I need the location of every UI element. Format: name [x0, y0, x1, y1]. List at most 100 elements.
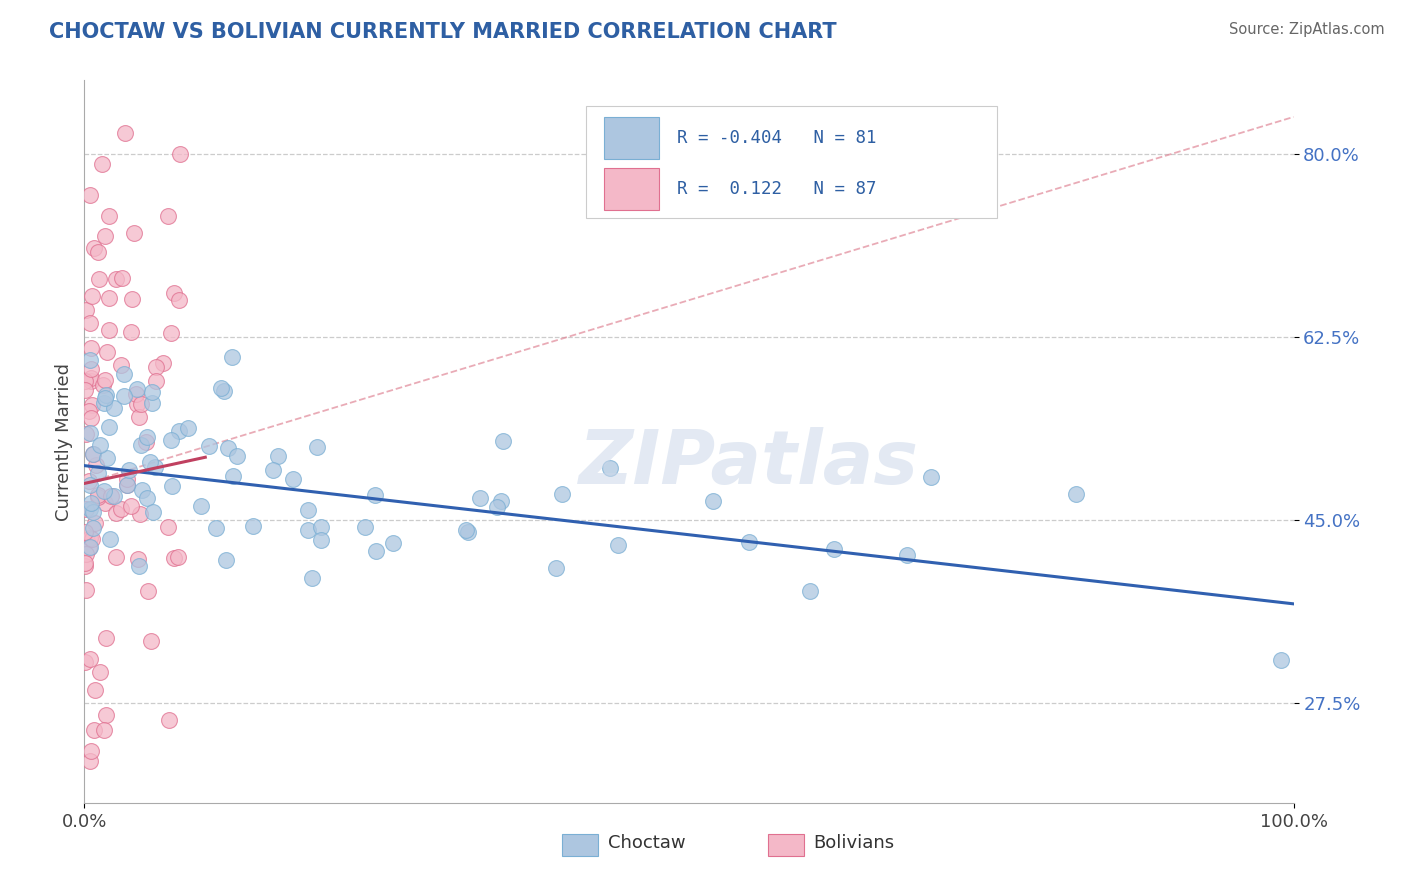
Point [127, 382, 149, 396]
Point [157, 209, 180, 223]
Point [124, 226, 146, 240]
Point [457, 524, 479, 539]
Text: CHOCTAW VS BOLIVIAN CURRENTLY MARRIED CORRELATION CHART: CHOCTAW VS BOLIVIAN CURRENTLY MARRIED CO… [49, 22, 837, 42]
Point [80, 410, 103, 425]
Point [80, 532, 103, 546]
Bar [562, 834, 599, 855]
Point [91, 378, 114, 392]
Point [209, 381, 232, 395]
Point [491, 434, 513, 448]
Text: ZIPatlas: ZIPatlas [579, 426, 920, 500]
Point [93, 396, 115, 410]
Point [544, 561, 567, 575]
Point [311, 520, 333, 534]
Point [94, 373, 117, 387]
Point [157, 713, 180, 727]
Point [83, 516, 105, 530]
Point [73, 559, 96, 574]
Point [94, 229, 117, 244]
Point [121, 293, 143, 307]
Point [79, 502, 101, 516]
Point [283, 472, 305, 486]
Point [77, 404, 100, 418]
Point [79, 361, 101, 376]
Point [115, 478, 138, 492]
Point [454, 524, 477, 538]
Point [222, 469, 245, 483]
Point [118, 462, 141, 476]
Point [136, 430, 159, 444]
Point [599, 461, 621, 475]
Point [128, 410, 150, 425]
Point [141, 396, 163, 410]
Point [225, 449, 247, 463]
Point [217, 442, 239, 456]
Point [94, 387, 117, 401]
Point [114, 389, 136, 403]
Point [127, 397, 149, 411]
Point [485, 500, 508, 515]
Point [89, 665, 111, 679]
Point [83, 241, 105, 255]
Point [128, 559, 150, 574]
Point [76, 533, 98, 548]
Point [145, 374, 167, 388]
Point [87, 272, 110, 286]
Point [125, 386, 148, 401]
Point [129, 438, 152, 452]
Point [120, 499, 142, 513]
Point [114, 367, 136, 381]
Point [205, 521, 228, 535]
Point [145, 360, 167, 375]
Point [162, 286, 184, 301]
Point [86, 466, 108, 480]
Point [142, 505, 165, 519]
Point [73, 524, 96, 539]
Point [97, 210, 120, 224]
Point [110, 502, 132, 516]
Point [75, 501, 97, 516]
Text: Source: ZipAtlas.com: Source: ZipAtlas.com [1229, 22, 1385, 37]
Point [702, 494, 724, 508]
Point [86, 490, 108, 504]
Point [96, 451, 118, 466]
Point [79, 316, 101, 330]
Y-axis label: Currently Married: Currently Married [55, 362, 73, 521]
Point [73, 655, 96, 669]
Point [73, 374, 96, 388]
Point [79, 353, 101, 368]
Point [115, 477, 138, 491]
Point [82, 505, 104, 519]
Point [297, 503, 319, 517]
Point [105, 271, 128, 285]
Point [267, 449, 290, 463]
Point [93, 483, 115, 498]
Point [136, 491, 159, 506]
Point [167, 550, 190, 565]
Point [114, 126, 136, 140]
Point [77, 541, 100, 555]
Point [80, 399, 103, 413]
Point [262, 462, 284, 476]
Bar [605, 168, 659, 210]
Point [120, 325, 142, 339]
Point [80, 341, 103, 355]
Point [80, 370, 103, 384]
Point [79, 477, 101, 491]
Point [127, 552, 149, 566]
Point [73, 383, 96, 397]
Point [91, 157, 114, 171]
Point [104, 549, 127, 564]
Point [167, 424, 190, 438]
Point [79, 532, 101, 546]
Point [169, 147, 191, 161]
Point [468, 491, 491, 506]
Point [1064, 486, 1087, 500]
Point [307, 441, 329, 455]
Point [100, 489, 122, 503]
Point [141, 384, 163, 399]
Bar [605, 117, 659, 159]
Point [160, 478, 183, 492]
Point [309, 533, 332, 547]
Point [139, 455, 162, 469]
